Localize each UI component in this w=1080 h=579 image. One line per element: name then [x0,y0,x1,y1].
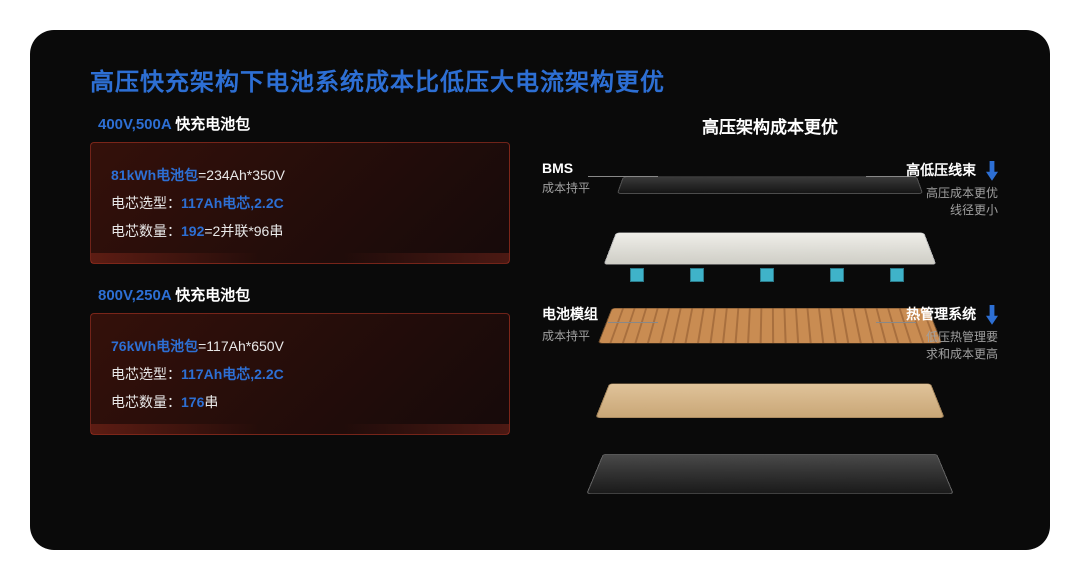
header-suffix-1: 快充电池包 [171,116,250,133]
k: 电芯选型： [111,195,181,211]
spec-row: 81kWh电池包=234Ah*350V [111,161,489,189]
slide-title: 高压快充架构下电池系统成本比低压大电流架构更优 [90,62,990,97]
eq: =117Ah*650V [198,338,284,354]
hl: 76kWh电池包 [111,338,198,354]
k: 电芯选型： [111,366,181,382]
leader-line [608,322,658,323]
label-title: 电池模组 [542,304,598,324]
hl: 117Ah电芯,2.2C [181,366,284,382]
layer-lid [617,176,923,193]
label-sub: 高压成本更优 线径更小 [906,185,998,219]
label-title: 热管理系统 [906,304,998,325]
label-sub: 成本持平 [542,180,590,197]
layer-cells [598,307,943,343]
hl: 117Ah电芯,2.2C [181,195,284,211]
content-area: 400V,500A 快充电池包 81kWh电池包=234Ah*350V 电芯选型… [90,113,990,514]
spec-box-2: 76kWh电池包=117Ah*650V 电芯选型：117Ah电芯,2.2C 电芯… [90,313,510,435]
header-spec-2: 800V,250A [98,287,171,304]
label-title-text: 热管理系统 [906,306,976,322]
label-title: BMS [542,160,590,176]
eq: =2并联*96串 [204,223,283,239]
label-bms: BMS 成本持平 [542,160,590,197]
label-module: 电池模组 成本持平 [542,304,598,345]
left-column: 400V,500A 快充电池包 81kWh电池包=234Ah*350V 电芯选型… [90,113,510,514]
label-sub: 低压热管理要 求和成本更高 [906,329,998,363]
layer-tray [586,453,954,493]
battery-exploded-diagram: BMS 成本持平 电池模组 成本持平 高低压线束 高压成本更优 线径更小 [550,154,990,514]
label-sub: 成本持平 [542,328,598,345]
k: 电芯数量： [111,223,181,239]
spec-row: 电芯选型：117Ah电芯,2.2C [111,360,489,388]
box-header-1: 400V,500A 快充电池包 [90,113,510,134]
eq: =234Ah*350V [198,167,285,183]
spec-row: 电芯数量：176串 [111,388,489,416]
label-title: 高低压线束 [906,160,998,181]
label-title-text: 高低压线束 [906,162,976,178]
layer-foam [604,232,937,264]
leader-line [588,176,658,177]
cooling-tubes [610,268,930,280]
header-spec-1: 400V,500A [98,116,171,133]
spec-box-1: 81kWh电池包=234Ah*350V 电芯选型：117Ah电芯,2.2C 电芯… [90,142,510,264]
hl: 192 [181,223,204,239]
eq: 串 [204,394,218,410]
layer-coolplate [595,383,944,417]
spec-row: 电芯数量：192=2并联*96串 [111,217,489,245]
right-title: 高压架构成本更优 [550,113,990,138]
arrow-down-icon [986,305,998,325]
label-harness: 高低压线束 高压成本更优 线径更小 [906,160,998,219]
header-suffix-2: 快充电池包 [171,287,250,304]
k: 电芯数量： [111,394,181,410]
slide: 高压快充架构下电池系统成本比低压大电流架构更优 400V,500A 快充电池包 … [30,30,1050,550]
box-header-2: 800V,250A 快充电池包 [90,284,510,305]
spec-row: 76kWh电池包=117Ah*650V [111,332,489,360]
hl: 81kWh电池包 [111,167,198,183]
hl: 176 [181,394,204,410]
arrow-down-icon [986,161,998,181]
right-column: 高压架构成本更优 BMS 成本持平 电池模组 [550,113,990,514]
label-thermal: 热管理系统 低压热管理要 求和成本更高 [906,304,998,363]
spec-row: 电芯选型：117Ah电芯,2.2C [111,189,489,217]
